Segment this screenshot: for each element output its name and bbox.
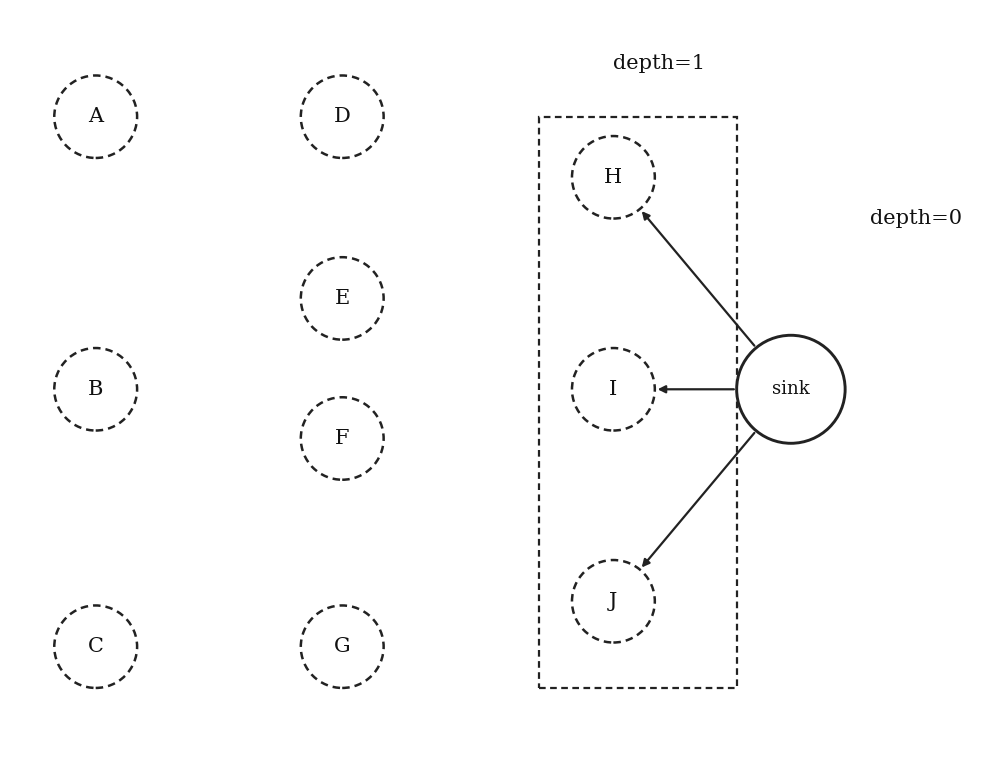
Ellipse shape — [301, 605, 384, 688]
Text: C: C — [88, 637, 104, 656]
Text: J: J — [609, 592, 618, 611]
Ellipse shape — [301, 76, 384, 158]
Text: sink: sink — [772, 380, 810, 399]
Text: I: I — [609, 380, 618, 399]
Text: E: E — [335, 289, 350, 308]
Ellipse shape — [572, 348, 655, 430]
Bar — [539, 116, 737, 689]
Text: D: D — [334, 107, 351, 126]
Ellipse shape — [301, 397, 384, 480]
Text: depth=1: depth=1 — [613, 54, 706, 73]
Ellipse shape — [54, 76, 137, 158]
Ellipse shape — [54, 348, 137, 430]
Text: depth=0: depth=0 — [870, 210, 962, 228]
Ellipse shape — [737, 335, 845, 443]
Ellipse shape — [301, 258, 384, 340]
Text: B: B — [88, 380, 103, 399]
Ellipse shape — [572, 136, 655, 218]
Ellipse shape — [54, 605, 137, 688]
Text: A: A — [88, 107, 103, 126]
Text: H: H — [604, 168, 622, 187]
Text: G: G — [334, 637, 351, 656]
Text: F: F — [335, 429, 349, 448]
Ellipse shape — [572, 560, 655, 642]
